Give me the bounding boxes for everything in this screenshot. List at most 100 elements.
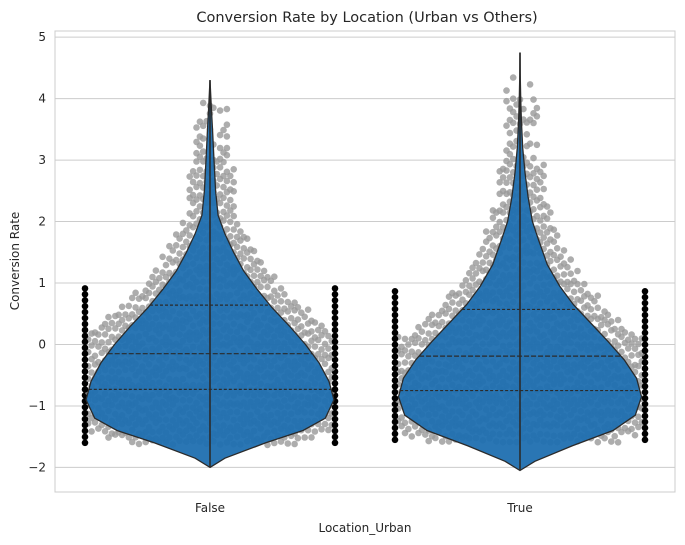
- y-tick-label: 5: [38, 30, 46, 44]
- swarm-point: [318, 426, 325, 433]
- swarm-point: [520, 105, 527, 113]
- swarm-overflow-point: [391, 371, 399, 378]
- swarm-point: [291, 440, 298, 448]
- y-tick-labels: −2 −1 0 1 2 3 4 5: [28, 30, 46, 474]
- swarm-point: [166, 242, 173, 250]
- swarm-point: [533, 212, 541, 220]
- swarm-overflow-point: [331, 308, 339, 316]
- swarm-point: [247, 255, 254, 263]
- swarm-overflow-point: [81, 344, 89, 352]
- swarm-point: [526, 189, 534, 196]
- swarm-point: [466, 282, 473, 290]
- swarm-point: [553, 272, 561, 280]
- swarm-overflow-point: [641, 406, 649, 414]
- swarm-overflow-point: [391, 347, 399, 355]
- swarm-point: [425, 437, 433, 445]
- swarm-point: [237, 250, 244, 257]
- swarm-overflow-point: [331, 326, 339, 334]
- swarm-point: [193, 208, 200, 215]
- swarm-overflow-point: [331, 302, 339, 310]
- swarm-point: [128, 294, 136, 302]
- swarm-point: [220, 126, 227, 134]
- swarm-overflow-point: [641, 436, 649, 444]
- swarm-point: [125, 302, 133, 310]
- swarm-point: [432, 329, 439, 337]
- swarm-point: [325, 426, 332, 434]
- swarm-point: [237, 228, 244, 235]
- swarm-overflow-point: [81, 308, 89, 316]
- swarm-overflow-point: [641, 323, 649, 331]
- x-axis-label: Location_Urban: [318, 521, 411, 535]
- swarm-overflow-point: [81, 421, 89, 429]
- swarm-point: [411, 332, 419, 339]
- swarm-point: [540, 212, 547, 220]
- swarm-overflow-point: [331, 380, 339, 387]
- swarm-point: [449, 299, 456, 306]
- swarm-point: [318, 346, 325, 353]
- swarm-point: [216, 164, 224, 171]
- swarm-point: [469, 264, 476, 272]
- swarm-overflow-point: [81, 320, 89, 328]
- swarm-point: [294, 434, 302, 442]
- swarm-point: [401, 335, 409, 343]
- swarm-point: [486, 234, 493, 242]
- swarm-overflow-point: [331, 314, 339, 322]
- swarm-overflow-point: [391, 424, 399, 432]
- swarm-point: [564, 285, 571, 293]
- swarm-point: [277, 298, 285, 305]
- swarm-overflow-point: [81, 362, 89, 369]
- swarm-point: [227, 218, 234, 226]
- swarm-point: [193, 124, 200, 131]
- swarm-point: [308, 328, 315, 335]
- swarm-point: [401, 419, 409, 427]
- swarm-overflow-point: [391, 359, 399, 366]
- y-tick-label: 3: [38, 153, 46, 167]
- swarm-point: [614, 439, 622, 446]
- swarm-overflow-point: [391, 299, 399, 307]
- swarm-overflow-point: [331, 362, 339, 369]
- swarm-point: [425, 330, 433, 337]
- swarm-point: [624, 336, 632, 344]
- swarm-overflow-point: [641, 311, 649, 319]
- swarm-point: [428, 311, 436, 319]
- swarm-point: [254, 257, 261, 265]
- swarm-point: [526, 140, 534, 147]
- swarm-point: [254, 266, 261, 273]
- swarm-point: [199, 99, 207, 107]
- swarm-point: [635, 340, 642, 348]
- swarm-point: [506, 140, 514, 147]
- swarm-point: [233, 233, 241, 241]
- swarm-point: [142, 287, 149, 295]
- swarm-point: [594, 304, 602, 312]
- swarm-point: [496, 179, 504, 186]
- swarm-point: [118, 316, 126, 324]
- swarm-point: [597, 313, 605, 321]
- swarm-point: [608, 318, 615, 325]
- swarm-point: [91, 337, 99, 345]
- y-tick-label: 0: [38, 337, 46, 351]
- swarm-point: [162, 261, 170, 269]
- swarm-point: [186, 222, 193, 229]
- swarm-overflow-point: [641, 377, 649, 384]
- swarm-point: [274, 304, 281, 312]
- swarm-point: [614, 316, 622, 324]
- y-tick-label: 4: [38, 92, 46, 106]
- swarm-point: [220, 208, 227, 216]
- swarm-overflow-point: [81, 427, 89, 435]
- swarm-point: [405, 341, 412, 348]
- swarm-point: [418, 328, 426, 336]
- swarm-point: [398, 367, 405, 375]
- swarm-overflow-point: [331, 415, 339, 423]
- swarm-overflow-point: [81, 285, 89, 292]
- swarm-point: [509, 74, 517, 81]
- swarm-point: [432, 319, 439, 327]
- swarm-point: [271, 287, 278, 295]
- swarm-point: [230, 178, 237, 186]
- swarm-point: [291, 299, 298, 307]
- y-tick-label: 2: [38, 215, 46, 229]
- swarm-overflow-point: [641, 430, 649, 438]
- swarm-point: [540, 185, 547, 193]
- swarm-point: [166, 269, 173, 277]
- swarm-point: [547, 209, 554, 216]
- swarm-overflow-point: [641, 365, 649, 372]
